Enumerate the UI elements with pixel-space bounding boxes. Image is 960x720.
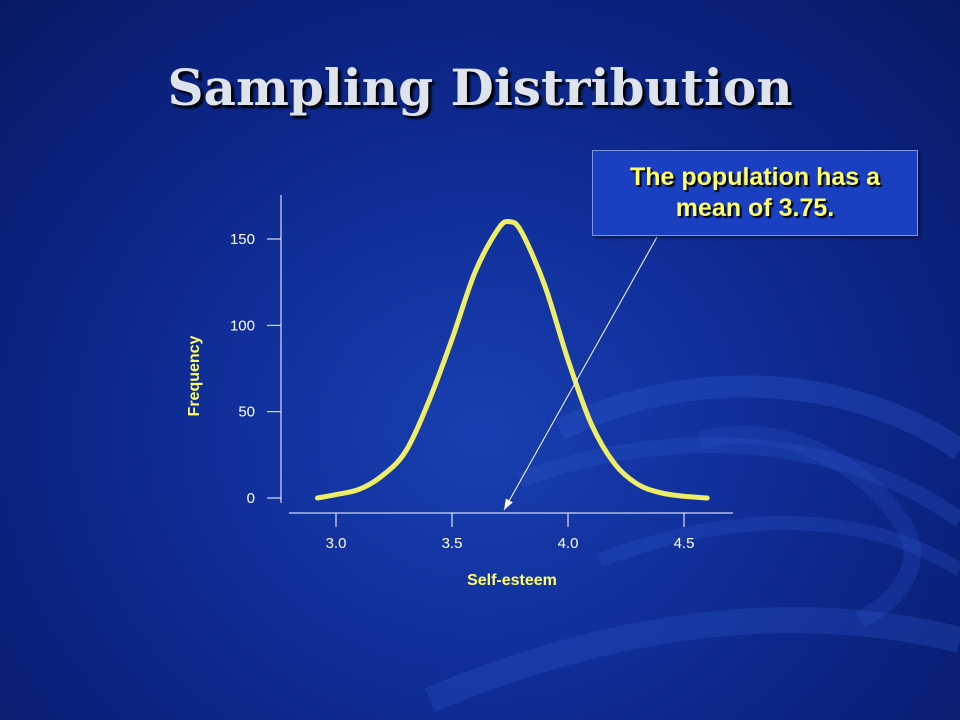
x-tick-label: 4.0 bbox=[558, 535, 579, 552]
y-tick-label: 50 bbox=[238, 404, 255, 421]
x-tick-label: 3.5 bbox=[442, 535, 463, 552]
callout-box: The population has a mean of 3.75. bbox=[592, 150, 918, 236]
slide-title: Sampling Distribution bbox=[167, 58, 793, 117]
callout-arrowhead bbox=[504, 498, 513, 510]
tick-labels: 0 50 100 150 3.0 3.5 4.0 4.5 bbox=[230, 231, 694, 552]
x-axis-title: Self-esteem bbox=[467, 572, 557, 589]
y-tick-label: 0 bbox=[247, 490, 255, 507]
y-tick-label: 150 bbox=[230, 231, 255, 248]
x-tick-label: 4.5 bbox=[674, 535, 695, 552]
callout-text: The population has a mean of 3.75. bbox=[629, 163, 880, 222]
callout-pointer-line bbox=[503, 236, 658, 511]
axes bbox=[280, 195, 733, 514]
tick-marks bbox=[267, 238, 685, 527]
series-curve bbox=[314, 218, 710, 501]
y-tick-label: 100 bbox=[230, 317, 255, 334]
x-tick-label: 3.0 bbox=[326, 535, 347, 552]
y-axis-title: Frequency bbox=[186, 335, 203, 416]
